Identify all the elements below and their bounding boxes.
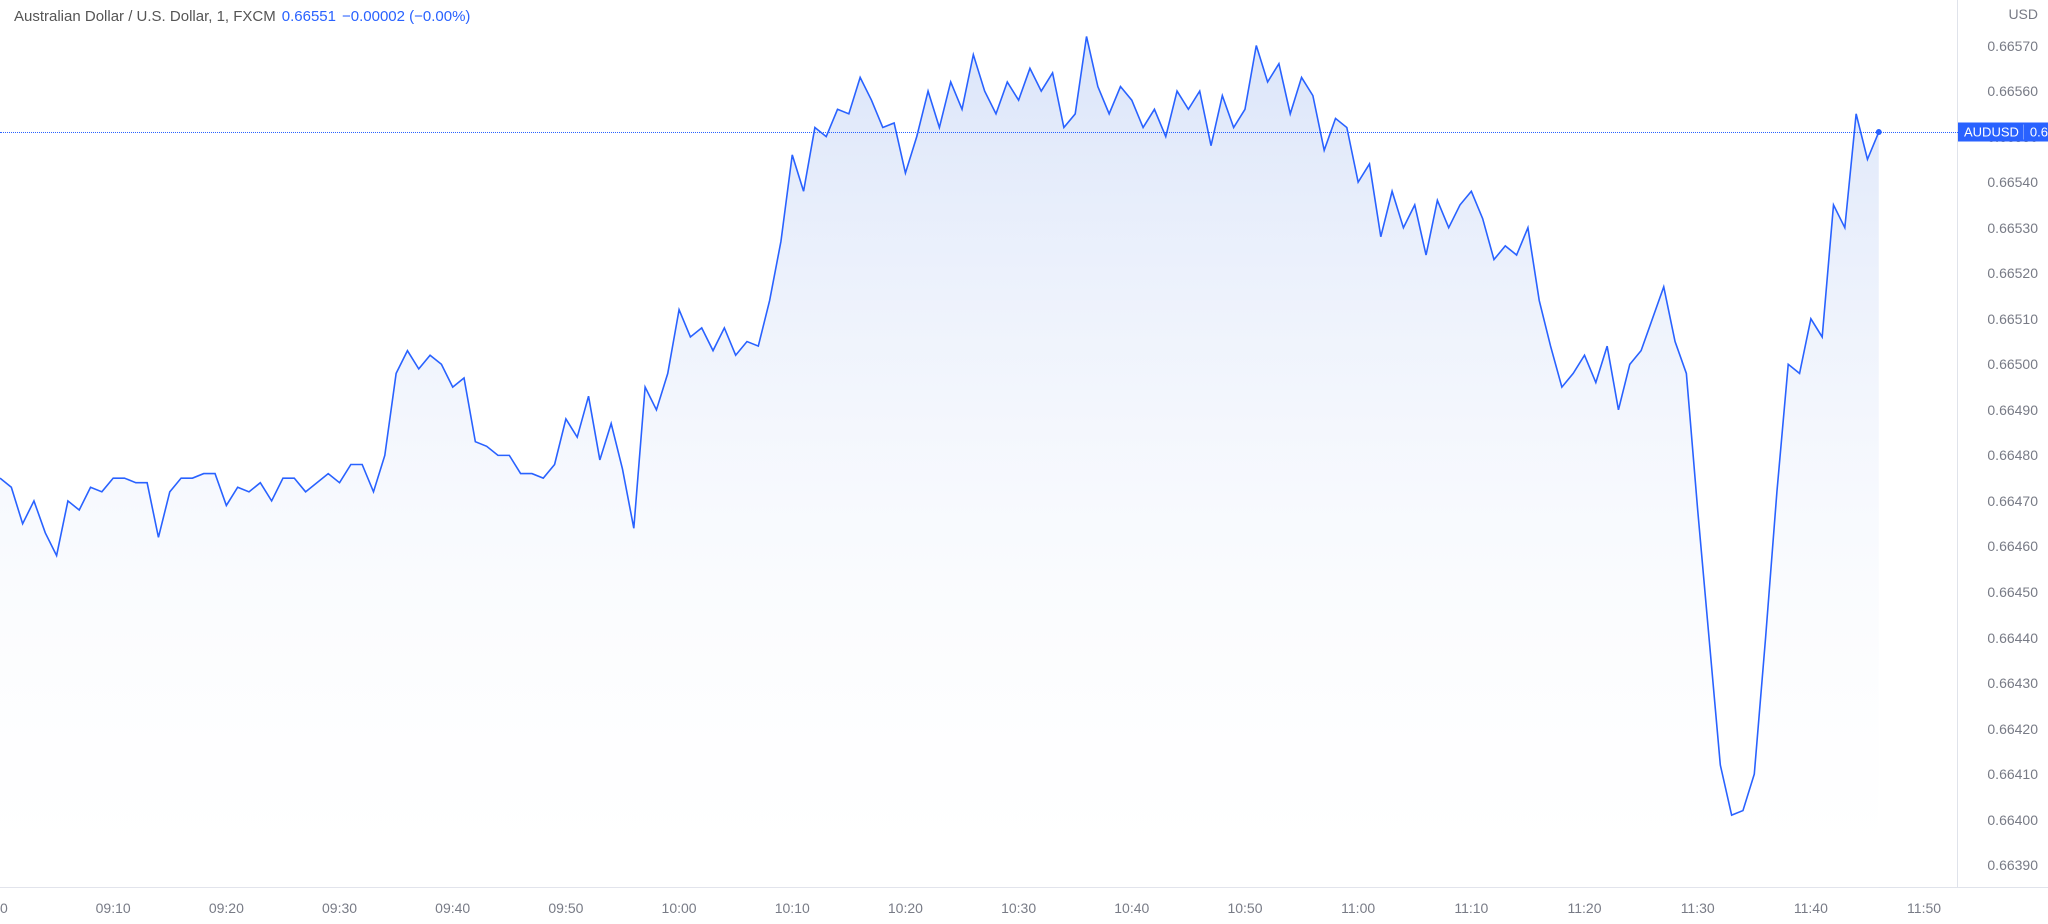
price-change: −0.00002 (−0.00%) [342, 8, 470, 25]
x-tick-label: 09:20 [209, 900, 244, 916]
y-tick-label: 0.66420 [1987, 721, 2038, 737]
price-series [0, 0, 1958, 888]
x-tick-label: 11:20 [1568, 900, 1602, 916]
y-tick-label: 0.66450 [1987, 584, 2038, 600]
last-price: 0.66551 [282, 8, 336, 25]
x-tick-label: 11:00 [1341, 900, 1375, 916]
x-tick-label: 09:30 [322, 900, 357, 916]
current-price-symbol: AUDUSD [1964, 125, 2024, 140]
y-tick-label: 0.66400 [1987, 812, 2038, 828]
chart-container: Australian Dollar / U.S. Dollar, 1, FXCM… [0, 0, 2048, 924]
x-tick-label: 10:20 [888, 900, 923, 916]
y-tick-label: 0.66570 [1987, 38, 2038, 54]
x-tick-label: 10:40 [1114, 900, 1149, 916]
x-tick-label: 11:40 [1794, 900, 1828, 916]
x-tick-label: 09:50 [548, 900, 583, 916]
symbol-title[interactable]: Australian Dollar / U.S. Dollar, 1, FXCM [14, 8, 276, 25]
plot-area[interactable] [0, 0, 1958, 888]
x-tick-label: 10:00 [662, 900, 697, 916]
y-tick-label: 0.66500 [1987, 356, 2038, 372]
x-tick-label: 10:30 [1001, 900, 1036, 916]
y-axis[interactable]: USD 0.66390 0.66400 0.66410 0.66420 0.66430 0… [1958, 0, 2048, 888]
y-tick-label: 0.66470 [1987, 493, 2038, 509]
current-price-tag: AUDUSD 0.66551 [1958, 123, 2048, 142]
y-tick-label: 0.66530 [1987, 220, 2038, 236]
y-tick-label: 0.66490 [1987, 402, 2038, 418]
y-tick-label: 0.66510 [1987, 311, 2038, 327]
y-tick-label: 0.66390 [1987, 857, 2038, 873]
x-tick-label: 11:50 [1907, 900, 1941, 916]
x-tick-label: 09:40 [435, 900, 470, 916]
y-tick-label: 0.66460 [1987, 538, 2038, 554]
x-tick-label: 10:10 [775, 900, 810, 916]
x-tick-label: 11:10 [1454, 900, 1488, 916]
x-tick-label: 10:50 [1227, 900, 1262, 916]
y-tick-label: 0.66440 [1987, 630, 2038, 646]
x-tick-label: 11:30 [1681, 900, 1715, 916]
current-price-line [0, 132, 1958, 133]
x-tick-label: 00 [0, 900, 8, 916]
y-tick-label: 0.66540 [1987, 174, 2038, 190]
chart-header: Australian Dollar / U.S. Dollar, 1, FXCM… [14, 8, 470, 25]
y-tick-label: 0.66410 [1987, 766, 2038, 782]
y-tick-label: 0.66520 [1987, 265, 2038, 281]
current-price-value: 0.66551 [2030, 125, 2048, 140]
x-tick-label: 09:10 [96, 900, 131, 916]
y-tick-label: 0.66560 [1987, 83, 2038, 99]
y-tick-label: 0.66430 [1987, 675, 2038, 691]
y-tick-label: 0.66480 [1987, 447, 2038, 463]
y-axis-unit: USD [2008, 6, 2038, 22]
x-axis[interactable]: 00 09:10 09:20 09:30 09:40 09:50 10:00 10:10 10:… [0, 888, 1958, 924]
